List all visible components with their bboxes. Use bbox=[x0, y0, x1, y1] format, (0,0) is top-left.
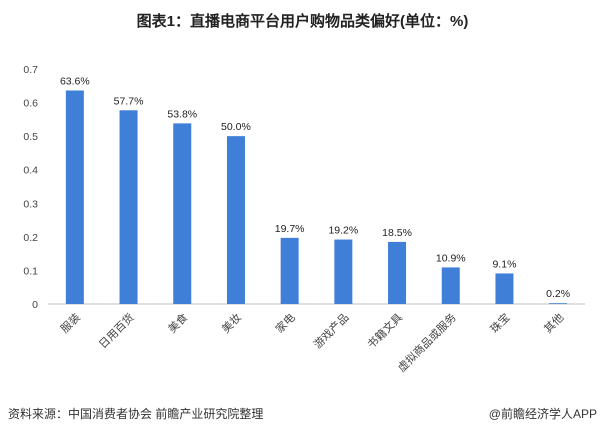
y-tick-label: 0.3 bbox=[23, 198, 38, 210]
category-label: 美妆 bbox=[219, 311, 244, 336]
bar bbox=[173, 123, 192, 304]
data-label: 18.5% bbox=[382, 227, 412, 239]
category-label: 游戏产品 bbox=[310, 310, 351, 351]
y-tick-label: 0.4 bbox=[23, 165, 38, 177]
data-label: 50.0% bbox=[221, 121, 251, 133]
category-label: 家电 bbox=[272, 310, 297, 335]
data-label: 0.2% bbox=[546, 288, 570, 300]
bar bbox=[226, 136, 245, 304]
data-label: 10.9% bbox=[436, 252, 466, 264]
category-label: 书籍文具 bbox=[364, 310, 405, 351]
bar bbox=[388, 241, 407, 304]
data-label: 63.6% bbox=[60, 75, 90, 87]
bar bbox=[549, 303, 568, 304]
data-label: 19.7% bbox=[275, 223, 305, 235]
chart-title: 图表1：直播电商平台用户购物品类偏好(单位：%) bbox=[136, 13, 469, 30]
category-label: 珠宝 bbox=[487, 310, 512, 335]
bar-chart: 0 0.1 0.2 0.3 0.4 0.5 0.6 0.7 63.6% 57.7% 53.8% 50… bbox=[23, 64, 585, 375]
bars bbox=[65, 90, 568, 305]
data-labels: 63.6% 57.7% 53.8% 50.0% 19.7% 19.2% 18.5% 10.9%… bbox=[60, 75, 570, 300]
y-tick-label: 0 bbox=[32, 299, 38, 311]
source-note: 资料来源：中国消费者协会 前瞻产业研究院整理 bbox=[8, 407, 264, 421]
category-label: 日用百货 bbox=[96, 310, 137, 351]
brand-label: @前瞻经济学人APP bbox=[488, 407, 597, 421]
bar bbox=[495, 273, 514, 304]
y-tick-label: 0.1 bbox=[23, 265, 38, 277]
data-label: 9.1% bbox=[492, 258, 516, 270]
bar bbox=[441, 267, 460, 304]
bar bbox=[280, 237, 299, 304]
data-label: 19.2% bbox=[328, 225, 358, 237]
bar bbox=[65, 90, 84, 304]
y-tick-label: 0.7 bbox=[23, 64, 38, 76]
y-axis-ticks: 0 0.1 0.2 0.3 0.4 0.5 0.6 0.7 bbox=[23, 64, 38, 311]
data-label: 57.7% bbox=[114, 95, 144, 107]
bar bbox=[334, 239, 353, 304]
y-tick-label: 0.6 bbox=[23, 98, 38, 110]
category-label: 美食 bbox=[165, 310, 190, 335]
category-label: 服装 bbox=[58, 311, 83, 336]
y-tick-label: 0.5 bbox=[23, 131, 38, 143]
category-label: 其他 bbox=[542, 311, 567, 336]
y-tick-label: 0.2 bbox=[23, 232, 38, 244]
bar bbox=[119, 110, 138, 305]
data-label: 53.8% bbox=[167, 108, 197, 120]
